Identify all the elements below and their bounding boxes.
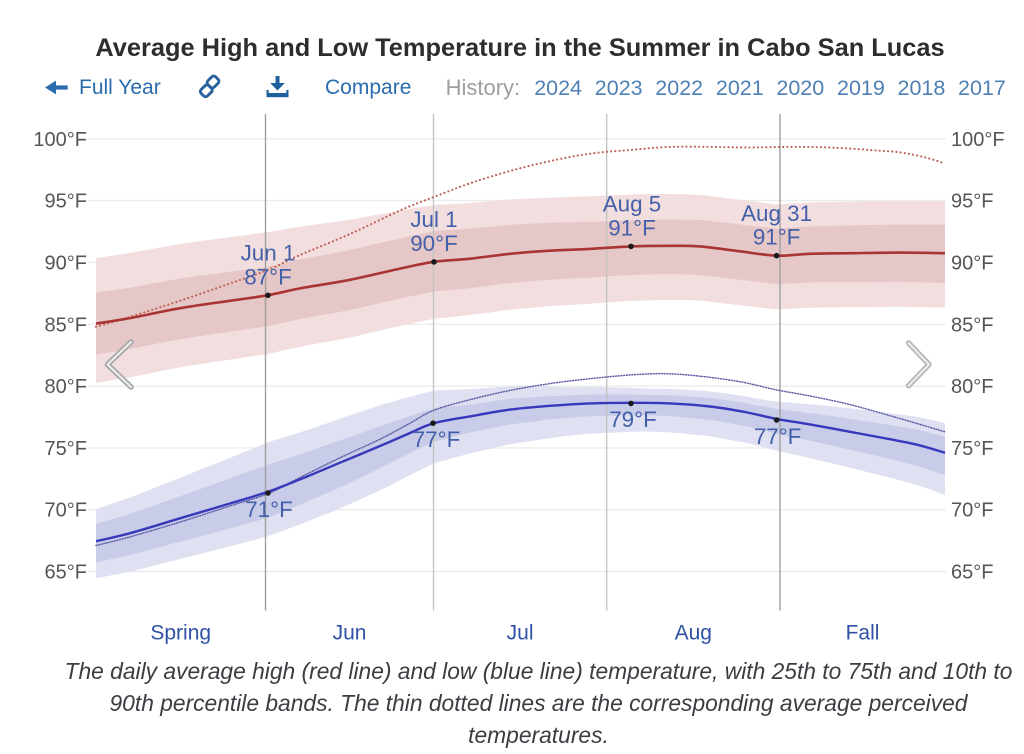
svg-text:90°F: 90°F	[410, 231, 458, 256]
svg-text:65°F: 65°F	[45, 562, 87, 584]
svg-text:75°F: 75°F	[45, 438, 87, 460]
svg-text:71°F: 71°F	[245, 497, 293, 522]
svg-text:Aug 5: Aug 5	[603, 192, 662, 217]
svg-text:85°F: 85°F	[45, 314, 87, 336]
svg-text:80°F: 80°F	[951, 376, 993, 398]
svg-text:91°F: 91°F	[753, 225, 801, 250]
svg-text:Fall: Fall	[846, 622, 880, 645]
svg-text:90°F: 90°F	[45, 252, 87, 274]
svg-text:100°F: 100°F	[951, 129, 1005, 151]
svg-text:Jun 1: Jun 1	[241, 241, 296, 266]
svg-text:80°F: 80°F	[45, 376, 87, 398]
svg-text:77°F: 77°F	[754, 424, 802, 449]
svg-text:Jun: Jun	[333, 622, 367, 645]
svg-text:87°F: 87°F	[244, 264, 292, 289]
svg-text:Jul 1: Jul 1	[410, 207, 457, 232]
svg-text:Aug: Aug	[675, 622, 712, 645]
svg-text:85°F: 85°F	[951, 314, 993, 336]
svg-text:Spring: Spring	[150, 622, 211, 645]
svg-text:75°F: 75°F	[951, 438, 993, 460]
svg-text:95°F: 95°F	[951, 191, 993, 213]
svg-text:79°F: 79°F	[609, 407, 657, 432]
svg-text:Jul: Jul	[507, 622, 534, 645]
svg-text:65°F: 65°F	[951, 562, 993, 584]
svg-text:100°F: 100°F	[33, 129, 87, 151]
svg-text:95°F: 95°F	[45, 191, 87, 213]
svg-text:70°F: 70°F	[45, 500, 87, 522]
svg-text:Aug 31: Aug 31	[741, 201, 812, 226]
svg-text:70°F: 70°F	[951, 500, 993, 522]
svg-text:90°F: 90°F	[951, 252, 993, 274]
svg-text:77°F: 77°F	[413, 427, 461, 452]
svg-text:91°F: 91°F	[608, 215, 656, 240]
